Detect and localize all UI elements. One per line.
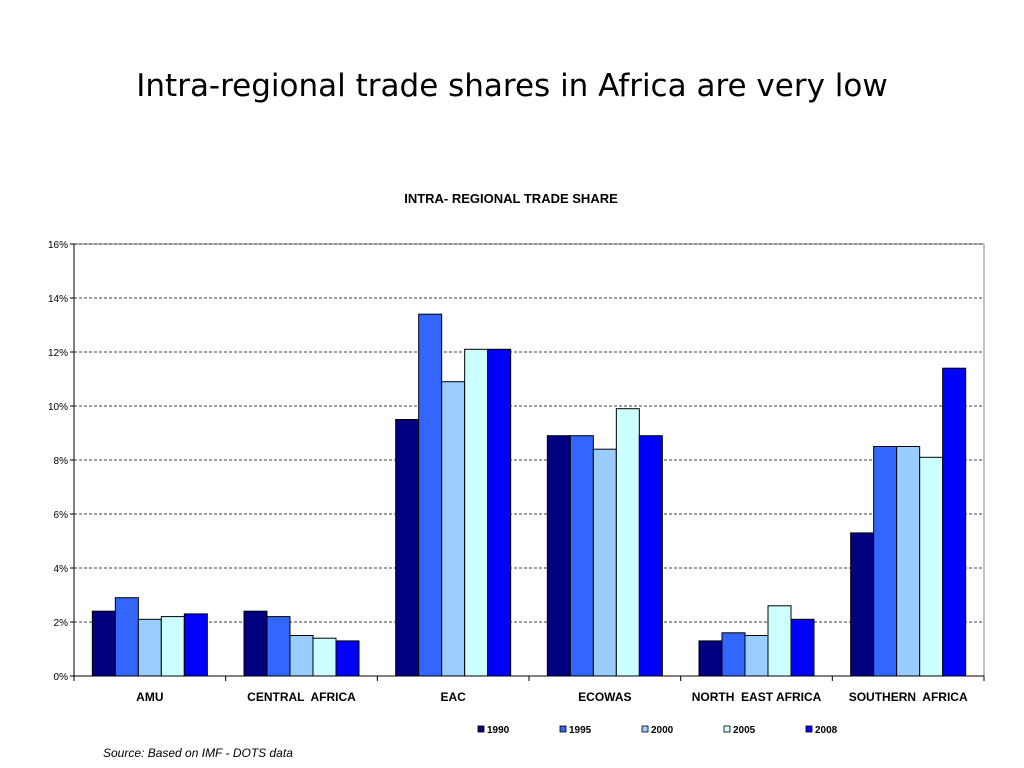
legend-label-2005: 2005 <box>733 725 756 736</box>
legend-swatch-1990 <box>477 725 485 733</box>
source-note: Source: Based on IMF - DOTS data <box>103 746 293 760</box>
y-tick-label: 14% <box>48 294 68 305</box>
bar-2008 <box>487 348 512 677</box>
y-tick-label: 12% <box>48 348 68 359</box>
bar-2008 <box>638 435 663 677</box>
x-tick-label: NORTH EAST AFRICA <box>692 690 822 704</box>
y-tick-label: 2% <box>54 618 69 629</box>
bar-2000 <box>592 448 617 677</box>
bar-2005 <box>160 616 185 677</box>
bar-1990 <box>243 610 268 677</box>
bar-2005 <box>767 605 792 677</box>
bar-2000 <box>137 618 162 677</box>
x-tick-label: AMU <box>136 690 163 704</box>
bar-2008 <box>790 618 815 677</box>
bar-1990 <box>91 610 116 677</box>
bar-1995 <box>873 446 898 677</box>
bar-1995 <box>569 435 594 677</box>
bar-2000 <box>441 381 466 677</box>
y-tick-label: 6% <box>54 510 69 521</box>
bar-1995 <box>418 313 443 677</box>
legend-swatch-2008 <box>805 725 813 733</box>
bar-2005 <box>919 456 944 677</box>
bar-2005 <box>464 348 489 677</box>
bar-2008 <box>183 613 208 677</box>
x-tick-label: EAC <box>440 690 466 704</box>
bar-2008 <box>942 367 967 677</box>
bar-1995 <box>114 597 139 677</box>
legend-label-2008: 2008 <box>815 725 838 736</box>
bar-1990 <box>850 532 875 677</box>
chart-title: INTRA- REGIONAL TRADE SHARE <box>404 191 618 206</box>
legend-label-2000: 2000 <box>651 725 674 736</box>
legend-label-1995: 1995 <box>569 725 592 736</box>
bar-1990 <box>395 419 420 677</box>
bar-1990 <box>546 435 571 677</box>
bar-1995 <box>721 632 746 677</box>
bar-2005 <box>312 637 337 677</box>
x-tick-label: ECOWAS <box>578 690 631 704</box>
bar-2000 <box>744 635 769 677</box>
y-tick-label: 16% <box>48 240 68 251</box>
y-tick-label: 4% <box>54 564 69 575</box>
bar-1995 <box>266 616 291 677</box>
legend-swatch-2005 <box>723 725 731 733</box>
x-tick-label: CENTRAL AFRICA <box>247 690 356 704</box>
plot-area: 0% 2% 4% 6% 8% 10% 12% 14% 16% AMU CENTRAL AFRICA E… <box>48 240 985 704</box>
legend-swatch-1995 <box>559 725 567 733</box>
slide-title: Intra-regional trade shares in Africa ar… <box>136 68 888 104</box>
bar-2005 <box>615 408 640 677</box>
y-tick-label: 10% <box>48 402 68 413</box>
legend: 1990 1995 2000 2005 2008 <box>477 725 838 736</box>
bar-2008 <box>335 640 360 677</box>
y-tick-label: 8% <box>54 456 69 467</box>
legend-label-1990: 1990 <box>487 725 510 736</box>
x-tick-label: SOUTHERN AFRICA <box>849 690 968 704</box>
legend-swatch-2000 <box>641 725 649 733</box>
bar-1990 <box>698 640 723 677</box>
y-tick-label: 0% <box>54 672 69 683</box>
bar-2000 <box>896 446 921 677</box>
bar-2000 <box>289 635 314 677</box>
